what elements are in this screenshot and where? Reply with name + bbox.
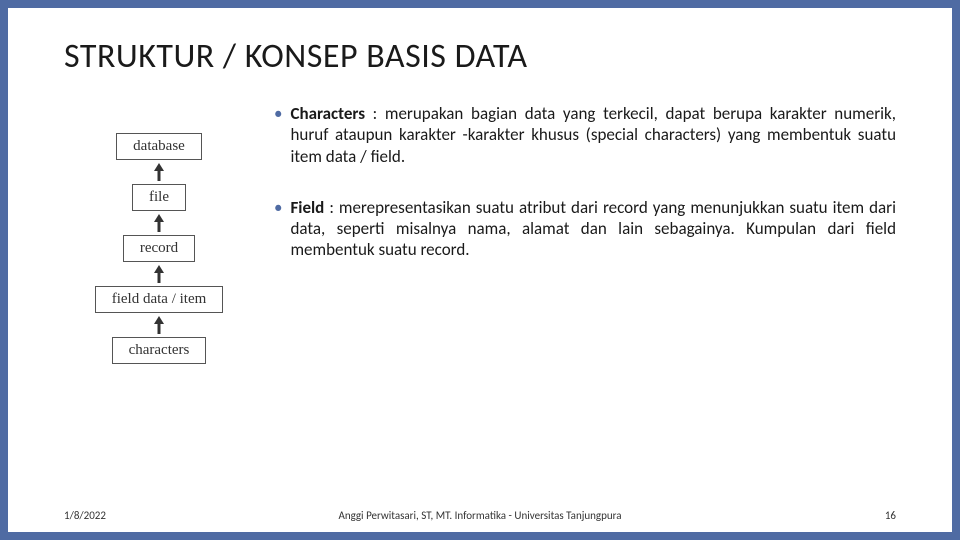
arrow-up-icon	[149, 211, 169, 235]
arrow-up-icon	[149, 313, 169, 337]
hierarchy-diagram: database file record field data / item c…	[64, 133, 254, 364]
diagram-box-database: database	[116, 133, 202, 160]
content-row: database file record field data / item c…	[64, 103, 896, 364]
footer-date: 1/8/2022	[64, 509, 106, 522]
bullet-item: • Field : merepresentasikan suatu atribu…	[274, 197, 896, 261]
footer-center: Anggi Perwitasari, ST, MT. Informatika -…	[64, 509, 896, 522]
arrow-up-icon	[149, 262, 169, 286]
slide-footer: 1/8/2022 Anggi Perwitasari, ST, MT. Info…	[64, 509, 896, 522]
diagram-box-characters: characters	[112, 337, 207, 364]
bullet-item: • Characters : merupakan bagian data yan…	[274, 103, 896, 167]
bullet-list: • Characters : merupakan bagian data yan…	[274, 103, 896, 364]
arrow-up-icon	[149, 160, 169, 184]
bullet-rest: : merepresentasikan suatu atribut dari r…	[290, 197, 896, 261]
bullet-dot-icon: •	[274, 197, 282, 261]
bullet-rest: : merupakan bagian data yang terkecil, d…	[290, 103, 896, 167]
bullet-dot-icon: •	[274, 103, 282, 167]
diagram-box-file: file	[132, 184, 186, 211]
bullet-bold: Characters	[290, 103, 365, 124]
bullet-text: Field : merepresentasikan suatu atribut …	[290, 197, 896, 261]
footer-page: 16	[885, 509, 896, 522]
diagram-box-field: field data / item	[95, 286, 224, 313]
bullet-bold: Field	[290, 197, 324, 218]
slide-frame: STRUKTUR / KONSEP BASIS DATA database fi…	[0, 0, 960, 540]
slide-title: STRUKTUR / KONSEP BASIS DATA	[64, 36, 896, 77]
diagram-box-record: record	[123, 235, 195, 262]
bullet-text: Characters : merupakan bagian data yang …	[290, 103, 896, 167]
